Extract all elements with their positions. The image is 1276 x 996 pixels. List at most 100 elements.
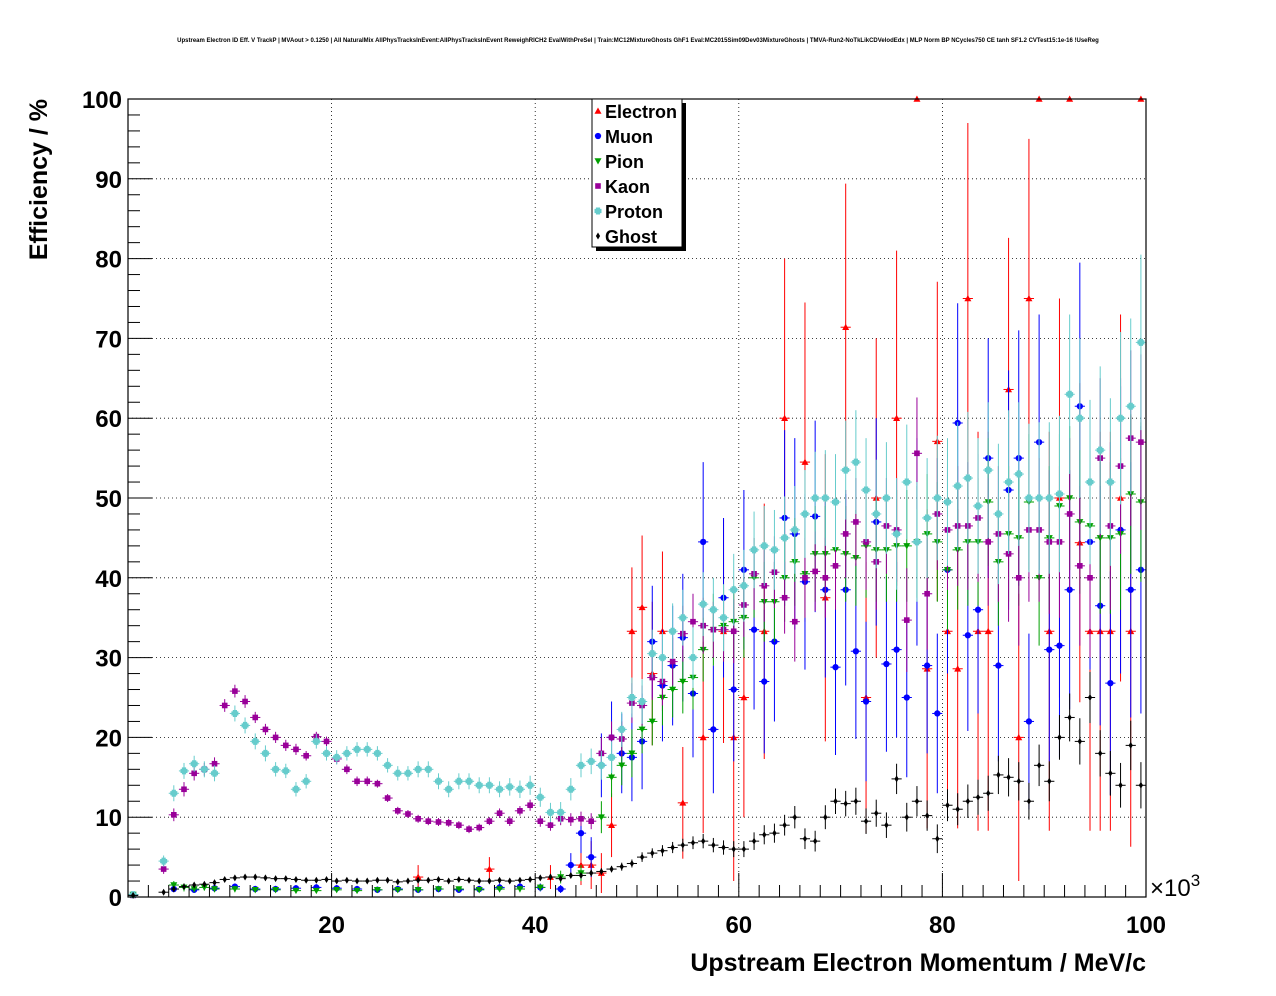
- data-point: [575, 753, 587, 778]
- point-marker: [200, 884, 208, 891]
- point-marker: [923, 514, 931, 522]
- point-marker: [811, 494, 819, 502]
- point-marker: [516, 785, 524, 793]
- point-marker: [994, 510, 1002, 518]
- point-marker: [648, 650, 656, 658]
- data-point: [932, 435, 943, 561]
- point-marker: [680, 841, 685, 849]
- data-point: [840, 790, 851, 817]
- data-point: [769, 509, 780, 590]
- point-marker: [730, 586, 738, 594]
- y-tick-label: 60: [95, 406, 122, 433]
- legend-box: [591, 98, 683, 248]
- data-point: [1003, 758, 1014, 797]
- point-marker: [211, 886, 219, 893]
- data-point: [209, 765, 220, 782]
- data-point: [616, 862, 627, 871]
- point-marker: [638, 697, 646, 705]
- data-point: [1044, 422, 1055, 574]
- data-point: [1023, 423, 1035, 573]
- data-point: [351, 776, 363, 787]
- point-marker: [772, 829, 777, 837]
- data-point: [189, 755, 200, 772]
- point-marker: [292, 785, 300, 793]
- y-tick-label: 50: [95, 486, 122, 513]
- point-marker: [964, 295, 972, 302]
- point-marker: [588, 853, 595, 861]
- data-point: [606, 865, 617, 873]
- point-marker: [751, 837, 757, 845]
- point-marker: [1127, 586, 1134, 593]
- point-marker: [373, 749, 381, 757]
- point-marker: [261, 749, 269, 757]
- point-marker: [648, 718, 656, 725]
- y-tick-label: 30: [95, 646, 122, 673]
- legend-marker: [595, 232, 601, 240]
- point-marker: [813, 837, 818, 845]
- data-point: [911, 482, 923, 602]
- point-marker: [365, 877, 370, 885]
- data-point: [402, 810, 414, 818]
- data-point: [219, 875, 230, 883]
- point-marker: [1137, 338, 1145, 346]
- data-point: [321, 746, 332, 761]
- point-marker: [314, 876, 319, 884]
- point-marker: [212, 879, 217, 887]
- data-point: [1095, 366, 1106, 534]
- point-marker: [546, 808, 554, 816]
- point-marker: [171, 812, 177, 818]
- point-marker: [252, 714, 259, 721]
- point-marker: [231, 886, 239, 893]
- chart-title: Upstream Electron ID Eff. V TrackP | MVA…: [177, 38, 1099, 44]
- point-marker: [894, 775, 899, 783]
- point-marker: [853, 797, 858, 805]
- data-point: [1115, 762, 1126, 808]
- point-marker: [241, 721, 249, 729]
- data-point: [647, 848, 658, 858]
- data-point: [657, 845, 668, 857]
- data-point: [596, 801, 607, 834]
- point-marker: [384, 795, 391, 801]
- point-marker: [1005, 478, 1013, 486]
- data-point: [311, 887, 322, 895]
- data-point: [413, 876, 424, 884]
- point-marker: [272, 765, 280, 773]
- point-marker: [608, 774, 616, 781]
- data-point: [1003, 410, 1014, 554]
- point-marker: [1096, 535, 1104, 542]
- data-point: [250, 873, 261, 881]
- y-axis-title: Efficiency / %: [25, 99, 53, 260]
- data-point: [1064, 693, 1075, 742]
- point-marker: [996, 771, 1001, 779]
- point-marker: [435, 819, 442, 825]
- data-point: [239, 873, 251, 881]
- data-point: [392, 806, 403, 815]
- data-point: [922, 458, 933, 578]
- data-point: [1023, 633, 1035, 810]
- point-marker: [394, 808, 401, 814]
- data-point: [626, 567, 637, 696]
- data-point: [606, 741, 617, 774]
- point-marker: [577, 861, 585, 868]
- data-point: [565, 813, 576, 826]
- point-marker: [446, 877, 451, 885]
- data-point: [351, 877, 363, 885]
- data-point: [382, 876, 393, 884]
- x-tick-label: 20: [318, 912, 345, 939]
- data-point: [413, 887, 424, 894]
- data-point: [229, 885, 240, 893]
- data-point: [993, 755, 1004, 795]
- legend-label: Proton: [605, 202, 663, 222]
- point-marker: [954, 482, 962, 490]
- point-marker: [903, 478, 911, 486]
- data-point: [280, 763, 291, 779]
- point-marker: [181, 883, 187, 891]
- point-marker: [304, 876, 309, 884]
- data-point: [972, 779, 984, 815]
- point-marker: [190, 760, 198, 768]
- point-marker: [760, 542, 768, 550]
- y-tick-label: 0: [109, 885, 122, 912]
- data-point: [260, 745, 271, 762]
- point-marker: [272, 887, 280, 894]
